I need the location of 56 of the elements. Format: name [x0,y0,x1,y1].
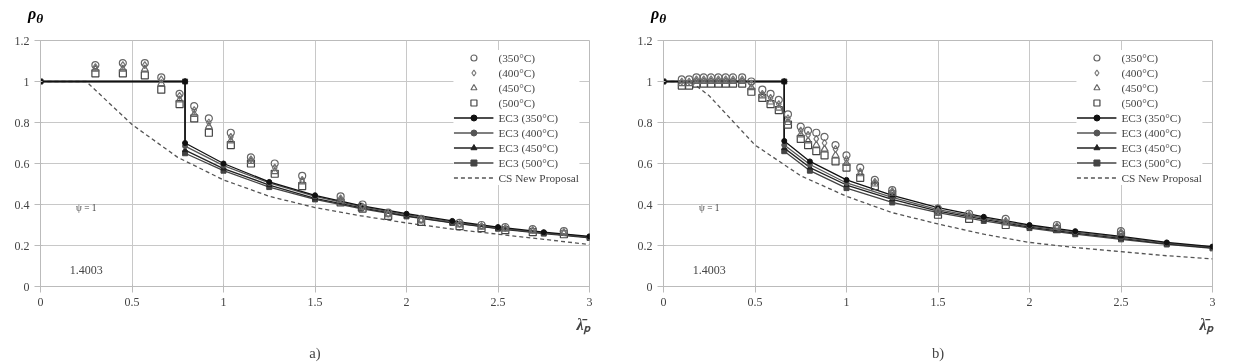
annotation: 1.4003 [69,263,103,278]
x-tick-label: 2.5 [490,294,506,309]
legend-label: CS New Proposal [1121,171,1202,184]
y-tick-label: 0.4 [637,197,653,212]
y-tick-label: 1.2 [637,33,653,48]
x-tick-label: 2 [1026,294,1033,309]
legend-label: EC3 (400°C) [498,126,559,139]
legend-label: (450°C) [1121,81,1159,94]
legend-label: EC3 (350°C) [1121,111,1182,124]
y-axis-title: ρ$_{θ}$ [28,5,44,29]
text: b) [931,344,945,362]
x-tick-label: 2.5 [1113,294,1129,309]
y-tick-label: 1.2 [14,33,30,48]
legend-label: (500°C) [498,96,536,109]
annotation: 1.4003 [692,263,726,278]
legend-label: CS New Proposal [498,171,579,184]
y-axis-title: ρ$_{θ}$ [651,5,667,29]
x-tick-label: 0.5 [747,294,763,309]
legend-label: EC3 (350°C) [498,111,559,124]
legend-label: EC3 (500°C) [498,156,559,169]
legend-label: EC3 (400°C) [1121,126,1182,139]
annotation: ψ = 1 [699,202,720,213]
y-tick-label: 0.2 [637,238,653,253]
x-tick-label: 1 [220,294,227,309]
y-tick-label: 0 [23,279,30,294]
legend-label: (400°C) [498,66,536,79]
y-tick-label: 0 [646,279,653,294]
y-tick-label: 0.6 [14,156,30,171]
x-tick-label: 1.5 [930,294,946,309]
legend-label: (350°C) [498,51,536,64]
y-tick-label: 1 [646,74,653,89]
legend-label: (350°C) [1121,51,1159,64]
legend-label: (500°C) [1121,96,1159,109]
y-tick-label: 0.2 [14,238,30,253]
x-tick-label: 0.5 [124,294,140,309]
legend-label: (400°C) [1121,66,1159,79]
x-tick-label: 3 [586,294,593,309]
x-tick-label: 0 [660,294,667,309]
x-tick-label: 2 [403,294,410,309]
y-tick-label: 1 [23,74,30,89]
x-tick-label: 0 [37,294,44,309]
y-tick-label: 0.4 [14,197,30,212]
x-axis-title: λ̄ₚ [575,315,591,335]
annotation: ψ = 1 [76,202,97,213]
legend-label: (450°C) [498,81,536,94]
legend-label: EC3 (500°C) [1121,156,1182,169]
x-tick-label: 3 [1209,294,1216,309]
text: a) [309,344,321,362]
x-axis-title: λ̄ₚ [1198,315,1214,335]
y-tick-label: 0.8 [637,115,653,130]
x-tick-label: 1.5 [307,294,323,309]
y-tick-label: 0.6 [637,156,653,171]
legend-label: EC3 (450°C) [498,141,559,154]
x-tick-label: 1 [843,294,850,309]
legend-label: EC3 (450°C) [1121,141,1182,154]
y-tick-label: 0.8 [14,115,30,130]
